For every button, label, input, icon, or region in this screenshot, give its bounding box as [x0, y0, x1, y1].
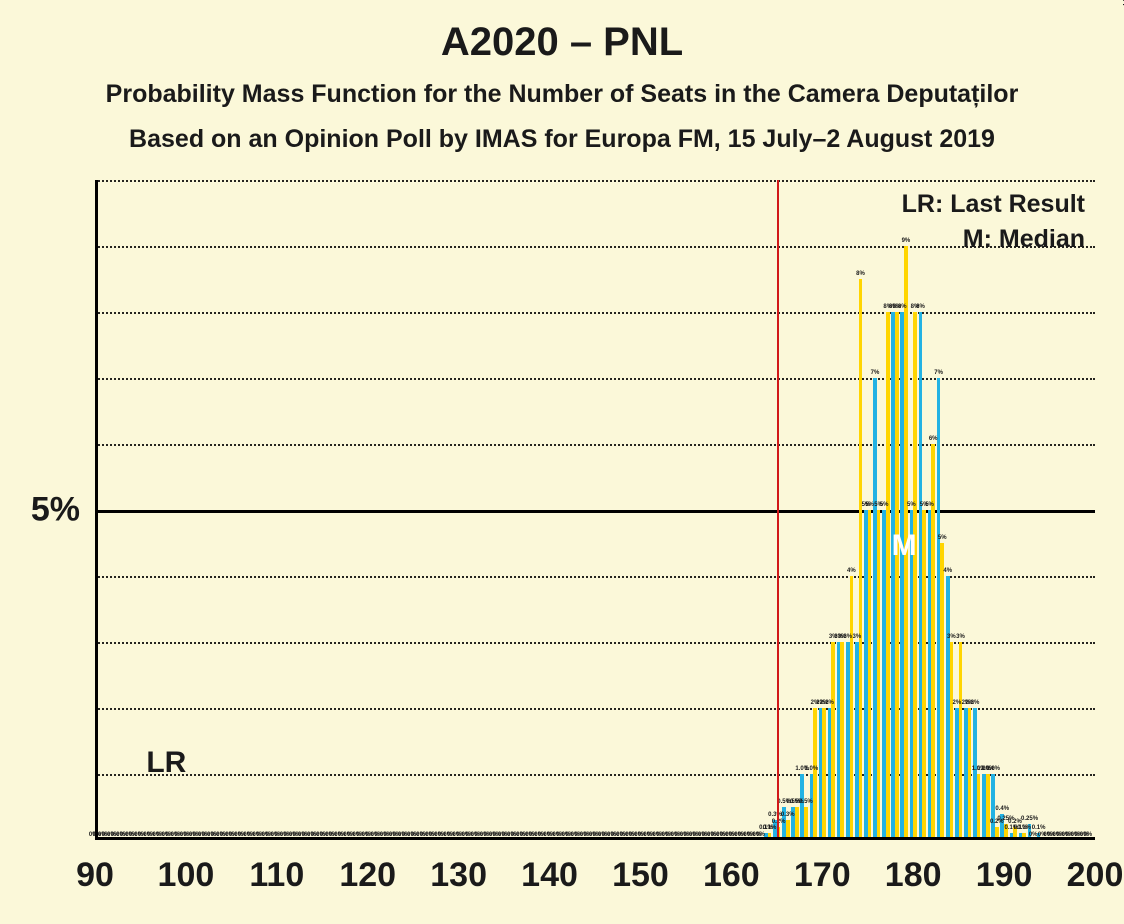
bar-label-a: 3% [852, 634, 861, 640]
bar-series-b [913, 312, 917, 840]
chart-root: A2020 – PNL Probability Mass Function fo… [0, 0, 1124, 924]
bar-label-a: 3% [843, 634, 852, 640]
bar-series-b [950, 642, 954, 840]
bar-label-a: 7% [871, 370, 880, 376]
bar-series-b [986, 774, 990, 840]
bar-series-b [977, 774, 981, 840]
legend-lr: LR: Last Result [902, 190, 1085, 219]
bar-label-a: 5% [880, 502, 889, 508]
x-tick-label: 130 [430, 856, 487, 895]
x-axis [95, 837, 1095, 840]
chart-title: A2020 – PNL [0, 20, 1124, 65]
bar-series-b [886, 312, 890, 840]
legend-median: M: Median [963, 225, 1085, 254]
bar-label-b: 4% [847, 568, 856, 574]
bar-label-a: 4% [943, 568, 952, 574]
x-tick-label: 160 [703, 856, 760, 895]
bar-series-b [895, 312, 899, 840]
plot-area: LR: Last Result M: Median 5%901001101201… [95, 180, 1095, 840]
bar-label-a: 5% [925, 502, 934, 508]
bar-series-b [795, 807, 799, 840]
lr-reference-line [777, 180, 779, 840]
bar-label-a: 0.3% [768, 812, 782, 818]
bar-label-b: 0.5% [799, 799, 813, 805]
bar-label-b: 0.3% [781, 812, 795, 818]
x-tick-label: 110 [249, 856, 304, 895]
gridline-minor [95, 444, 1095, 446]
bar-series-b [822, 708, 826, 840]
bar-series-b [868, 510, 872, 840]
bar-series-b [850, 576, 854, 840]
gridline-minor [95, 312, 1095, 314]
bar-label-b: 0.2% [1008, 819, 1022, 825]
bar-series-b [859, 279, 863, 840]
bar-label-b: 8% [856, 271, 865, 277]
gridline-minor [95, 180, 1095, 182]
bar-label-b: 3% [956, 634, 965, 640]
bar-label-a: 2% [971, 700, 980, 706]
bar-series-b [804, 807, 808, 840]
bar-label-a: 8% [916, 304, 925, 310]
bar-series-b [940, 543, 944, 840]
bar-label-a: 8% [898, 304, 907, 310]
bar-series-b [840, 642, 844, 840]
bar-label-a: 2% [825, 700, 834, 706]
lr-annotation: LR [146, 746, 186, 780]
x-tick-label: 190 [976, 856, 1033, 895]
bar-series-b [922, 510, 926, 840]
x-tick-label: 90 [76, 856, 114, 895]
x-tick-label: 140 [521, 856, 578, 895]
x-tick-label: 180 [885, 856, 942, 895]
bar-series-b [959, 642, 963, 840]
bar-label-a: 5% [907, 502, 916, 508]
bar-series-b [831, 642, 835, 840]
x-tick-label: 150 [612, 856, 669, 895]
x-tick-label: 200 [1067, 856, 1124, 895]
median-annotation: M [892, 529, 917, 563]
y-tick-label: 5% [31, 491, 80, 530]
bar-series-b [813, 708, 817, 840]
bar-label-b: 0.1% [1017, 825, 1031, 831]
bar-label-b: 6% [929, 436, 938, 442]
x-tick-label: 100 [158, 856, 215, 895]
bar-label-a: 0.25% [1021, 816, 1038, 822]
y-axis [95, 180, 98, 840]
bar-label-a: 0.1% [1032, 825, 1046, 831]
bar-label-a: 1.0% [805, 766, 819, 772]
bar-label-b: 0.1% [763, 825, 777, 831]
copyright-text: © 2020 Filip van Laenen [1120, 0, 1124, 6]
gridline-minor [95, 378, 1095, 380]
bar-series-b [968, 708, 972, 840]
chart-subtitle-1: Probability Mass Function for the Number… [0, 80, 1124, 109]
bar-label-b: 3% [947, 634, 956, 640]
chart-subtitle-2: Based on an Opinion Poll by IMAS for Eur… [0, 125, 1124, 154]
bar-label-a: 1.0% [986, 766, 1000, 772]
bar-label-b: 5% [938, 535, 947, 541]
gridline-major [95, 510, 1095, 513]
bar-label-a: 2% [952, 700, 961, 706]
bar-label-b: 9% [902, 238, 911, 244]
x-tick-label: 170 [794, 856, 851, 895]
bar-label-b: 5% [865, 502, 874, 508]
bar-series-b [877, 510, 881, 840]
bar-label-a: 7% [934, 370, 943, 376]
gridline-minor [95, 246, 1095, 248]
x-tick-label: 120 [339, 856, 396, 895]
bar-label-a: 0.4% [995, 806, 1009, 812]
